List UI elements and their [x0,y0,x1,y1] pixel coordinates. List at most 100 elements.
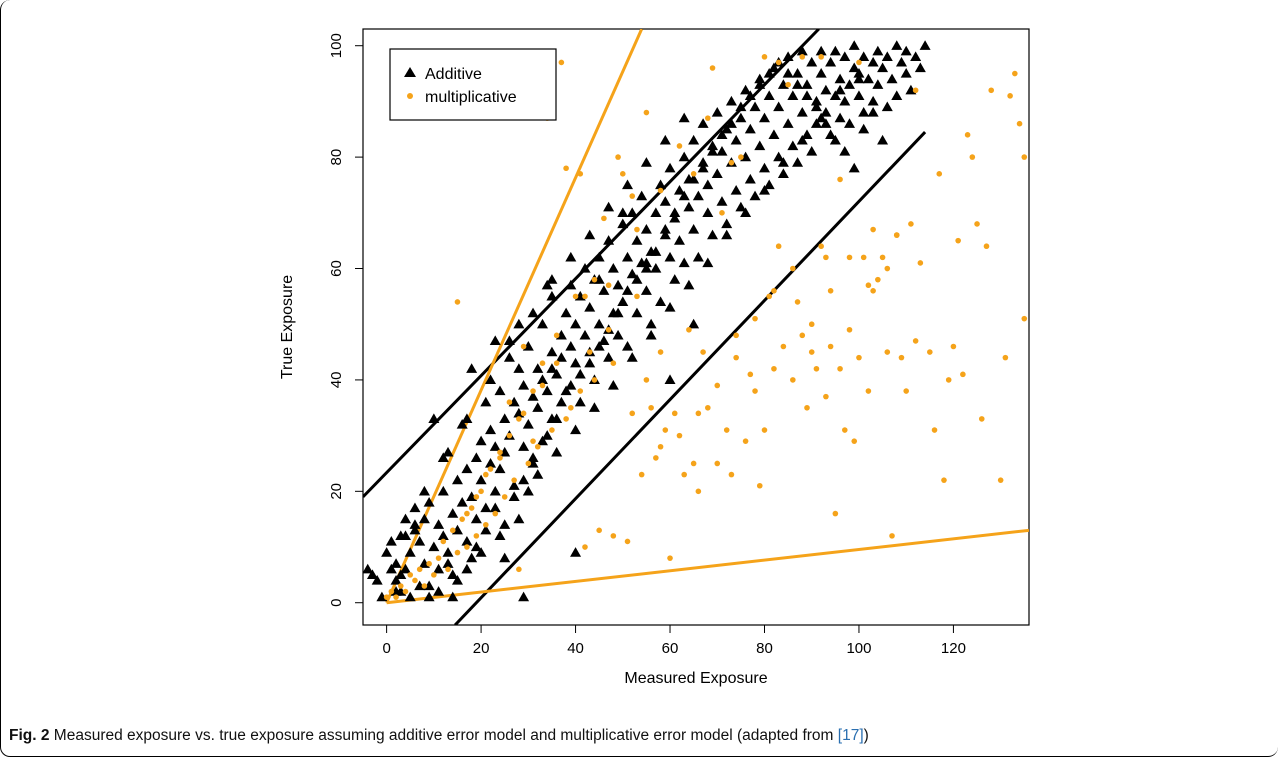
point-additive [669,207,681,217]
point-multiplicative [1021,315,1028,322]
point-additive [862,73,874,84]
point-multiplicative [875,276,881,283]
point-additive [773,151,785,162]
point-additive [546,274,558,284]
point-multiplicative [738,154,744,160]
point-multiplicative [818,54,824,60]
point-multiplicative [823,254,829,261]
point-additive [867,95,879,106]
point-additive [900,45,912,56]
point-additive [834,84,846,95]
y-tick-label: 20 [328,483,345,500]
point-multiplicative [568,404,574,411]
point-additive [848,62,860,73]
point-multiplicative [605,326,612,333]
point-additive [518,441,530,451]
point-additive [848,162,860,173]
point-multiplicative [563,416,569,422]
point-additive [363,563,374,574]
point-additive [910,51,922,61]
plot-area-border [362,28,1030,626]
point-additive [433,563,445,574]
fit-line-additive-1 [454,131,927,625]
point-multiplicative [582,544,588,550]
point-additive [409,524,421,535]
point-multiplicative [742,438,749,444]
point-additive [532,469,544,479]
point-additive [810,101,822,112]
point-additive [853,73,865,84]
point-additive [409,502,421,513]
point-multiplicative [657,443,664,450]
point-additive [631,307,643,318]
point-multiplicative [643,377,650,383]
point-multiplicative [464,510,470,517]
point-additive [707,146,719,156]
point-additive [711,168,723,178]
point-multiplicative [572,293,579,300]
point-additive [673,235,685,245]
point-multiplicative [841,427,848,433]
point-additive [721,229,733,240]
point-additive [872,45,884,56]
point-multiplicative [794,299,801,305]
point-multiplicative [610,533,617,539]
point-additive [570,357,582,368]
point-multiplicative [823,393,829,400]
point-multiplicative [927,349,933,355]
point-multiplicative [808,349,815,355]
point-additive [447,591,459,602]
point-additive [400,513,412,524]
point-multiplicative [1002,354,1009,361]
point-additive [475,547,487,557]
point-additive [489,485,501,496]
point-multiplicative [761,54,768,60]
point-multiplicative [478,488,484,495]
point-additive [650,263,662,273]
point-additive [461,413,473,424]
point-multiplicative [945,377,952,383]
point-additive [730,134,742,145]
point-additive [442,558,454,568]
point-additive [669,274,681,284]
point-additive [404,591,416,602]
point-additive [423,496,435,507]
point-multiplicative [879,254,886,261]
point-additive [744,123,756,134]
point-additive [792,157,804,167]
point-multiplicative [582,293,588,300]
point-multiplicative [553,332,560,339]
point-additive [494,530,506,541]
point-multiplicative [827,287,834,294]
point-additive [527,391,539,401]
point-multiplicative [615,154,621,160]
point-additive [418,485,430,496]
point-additive [881,101,893,112]
point-additive [782,118,794,128]
point-multiplicative [558,59,565,66]
point-additive [853,90,865,100]
point-additive [494,385,506,396]
point-multiplicative [851,438,858,444]
x-tick-label: 0 [382,640,390,657]
caption-reference-link[interactable]: [17] [837,727,864,744]
point-additive [810,95,822,106]
point-multiplicative [988,87,995,94]
point-additive [867,56,879,67]
point-multiplicative [856,59,862,66]
point-multiplicative [865,282,872,289]
point-additive [678,257,690,268]
point-additive [461,563,473,574]
point-additive [593,251,605,262]
point-multiplicative [416,566,423,573]
point-additive [518,474,530,485]
point-multiplicative [459,516,465,522]
point-additive [437,452,449,463]
point-additive [839,146,851,156]
point-multiplicative [723,427,730,433]
point-multiplicative [487,466,494,472]
point-multiplicative [756,482,763,489]
y-axis: 0 20 40 60 80 100 [328,33,363,607]
point-additive [839,51,851,61]
